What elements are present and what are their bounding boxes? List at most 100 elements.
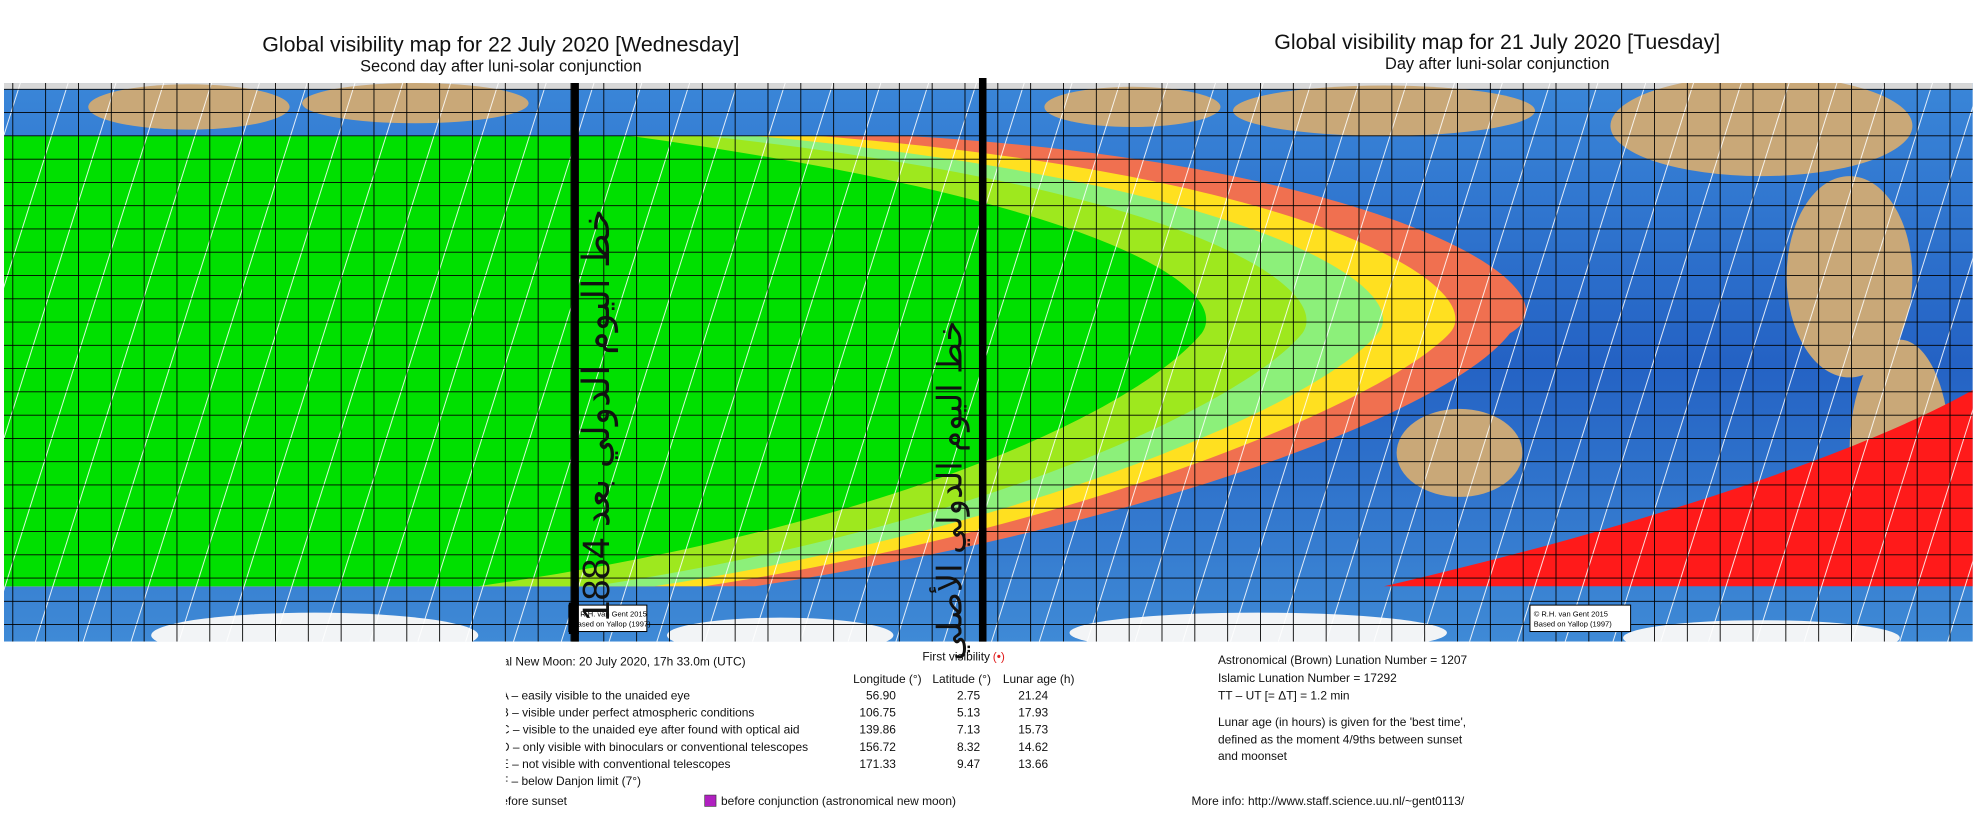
info-panel: Astronomical New Moon: 20 July 2020, 17h… bbox=[443, 649, 1468, 808]
meridian-curve bbox=[799, 83, 977, 642]
new-moon: Astronomical New Moon: 20 July 2020, 17h… bbox=[443, 654, 746, 668]
legend-swatch bbox=[704, 794, 717, 807]
meridian-curve bbox=[130, 83, 308, 642]
meridian-curve bbox=[1660, 83, 1838, 642]
lunation: Astronomical (Brown) Lunation Number = 1… bbox=[1218, 653, 1468, 667]
credit-left: © R.H. van Gent 2015 Based on Yallop (19… bbox=[568, 602, 652, 635]
table-cell: 8.32 bbox=[957, 740, 981, 754]
table-cell: 5.13 bbox=[957, 706, 981, 720]
meridian-curve bbox=[3, 83, 117, 440]
meridian-curve bbox=[1421, 83, 1599, 642]
meridian-curve bbox=[1564, 83, 1742, 642]
table-cell: 7.13 bbox=[957, 723, 981, 737]
meridian-curve bbox=[513, 83, 691, 642]
row-label: F – below Danjon limit (7°) bbox=[501, 774, 641, 788]
zone-before-conjunction bbox=[1384, 389, 1973, 587]
meridian-curve bbox=[1899, 408, 1973, 642]
meridian-curve bbox=[991, 83, 1169, 642]
meridian-curve bbox=[847, 83, 1025, 642]
table-cell: 139.86 bbox=[859, 723, 896, 737]
meridian-curve bbox=[1182, 83, 1360, 642]
first-visibility: First visibility bbox=[922, 649, 990, 663]
meridian-curve bbox=[1038, 83, 1216, 642]
map bbox=[3, 83, 1973, 642]
meridian-curve bbox=[34, 83, 213, 642]
zone-a bbox=[3, 135, 1207, 587]
table-cell: 14.62 bbox=[1018, 740, 1048, 754]
first-visibility-marker: (•) bbox=[993, 649, 1005, 663]
meridian-curve bbox=[1708, 83, 1886, 642]
more-info: More info: http://www.staff.science.uu.n… bbox=[1192, 794, 1465, 808]
meridian-curve bbox=[1086, 83, 1264, 642]
meridian-curve bbox=[82, 83, 260, 642]
table-cell: 156.72 bbox=[859, 740, 896, 754]
meridian-curve bbox=[178, 83, 356, 642]
note: and moonset bbox=[1218, 749, 1288, 763]
row-label: D – only visible with binoculars or conv… bbox=[501, 740, 808, 754]
meridian-curve bbox=[1516, 83, 1694, 642]
credit-line: © R.H. van Gent 2015 bbox=[573, 609, 647, 618]
meridian-curve bbox=[465, 83, 643, 642]
meridian-curve bbox=[608, 83, 786, 642]
column-header: Lunar age (h) bbox=[1003, 672, 1075, 686]
map-subtitle: Second day after luni-solar conjunction bbox=[360, 58, 642, 76]
lunation: Islamic Lunation Number = 17292 bbox=[1218, 671, 1397, 685]
column-header: Latitude (°) bbox=[932, 672, 991, 686]
credit-line: Based on Yallop (1997) bbox=[1534, 619, 1613, 628]
meridian-curve bbox=[1851, 256, 1973, 642]
credit-line: © R.H. van Gent 2015 bbox=[1534, 609, 1608, 618]
meridian-curve bbox=[369, 83, 547, 642]
line-overlay bbox=[568, 602, 579, 635]
meridian-curve bbox=[560, 83, 738, 642]
meridian-curve bbox=[943, 83, 1121, 642]
meridian-curve bbox=[1230, 83, 1408, 642]
meridian-curve bbox=[226, 83, 404, 642]
meridian-curve bbox=[321, 83, 499, 642]
note: defined as the moment 4/9ths between sun… bbox=[1218, 732, 1463, 746]
legend-label: before conjunction (astronomical new moo… bbox=[721, 794, 956, 808]
meridian-curve bbox=[1612, 83, 1790, 642]
table-cell: 21.24 bbox=[1018, 688, 1048, 702]
map-title: Global visibility map for 22 July 2020 [… bbox=[262, 33, 739, 57]
meridian-curve bbox=[656, 83, 834, 642]
credit-box bbox=[568, 604, 648, 633]
row-label: C – visible to the unaided eye after fou… bbox=[501, 723, 800, 737]
table-cell: 106.75 bbox=[859, 706, 896, 720]
meridian-curve bbox=[1373, 83, 1551, 642]
row-label: A – easily visible to the unaided eye bbox=[501, 688, 690, 702]
credit-line: Based on Yallop (1997) bbox=[573, 619, 652, 628]
row-label: E – not visible with conventional telesc… bbox=[501, 757, 731, 771]
table-cell: 15.73 bbox=[1018, 723, 1048, 737]
table-cell: 2.75 bbox=[957, 688, 981, 702]
meridian-curve bbox=[417, 83, 595, 642]
date-line-label: خط اليوم الدولي بعد 1884 bbox=[575, 209, 619, 622]
antarctica bbox=[151, 612, 1900, 642]
legend-label: Moonset before sunset bbox=[446, 794, 568, 808]
meridian-curve bbox=[273, 83, 452, 642]
table-cell: 17.93 bbox=[1018, 706, 1048, 720]
map-title: Global visibility map for 21 July 2020 [… bbox=[1274, 30, 1720, 54]
row-label: B – visible under perfect atmospheric co… bbox=[501, 706, 755, 720]
table-cell: 13.66 bbox=[1018, 757, 1048, 771]
credit-box bbox=[1529, 604, 1632, 633]
meridian-curve bbox=[704, 83, 882, 642]
credit-right: © R.H. van Gent 2015 Based on Yallop (19… bbox=[1529, 604, 1632, 633]
meridian-curve bbox=[1469, 83, 1647, 642]
table-cell: 9.47 bbox=[957, 757, 981, 771]
polar-strip bbox=[3, 83, 1973, 90]
meridian-curve bbox=[3, 83, 69, 289]
meridian-curve bbox=[3, 83, 165, 592]
table-cell: 56.90 bbox=[866, 688, 896, 702]
meridian-curve bbox=[1277, 83, 1455, 642]
lunation: TT – UT [= ΔT] = 1.2 min bbox=[1218, 688, 1350, 702]
meridian-curve bbox=[1325, 83, 1503, 642]
date-line-label: خط اليوم الدولي الأصلي bbox=[928, 321, 970, 661]
note: Lunar age (in hours) is given for the 'b… bbox=[1218, 715, 1466, 729]
meridian-curve bbox=[1803, 105, 1973, 642]
column-header: Longitude (°) bbox=[853, 672, 922, 686]
map-subtitle: Day after luni-solar conjunction bbox=[1385, 55, 1609, 73]
grid bbox=[3, 83, 1973, 642]
table-cell: 171.33 bbox=[859, 757, 896, 771]
